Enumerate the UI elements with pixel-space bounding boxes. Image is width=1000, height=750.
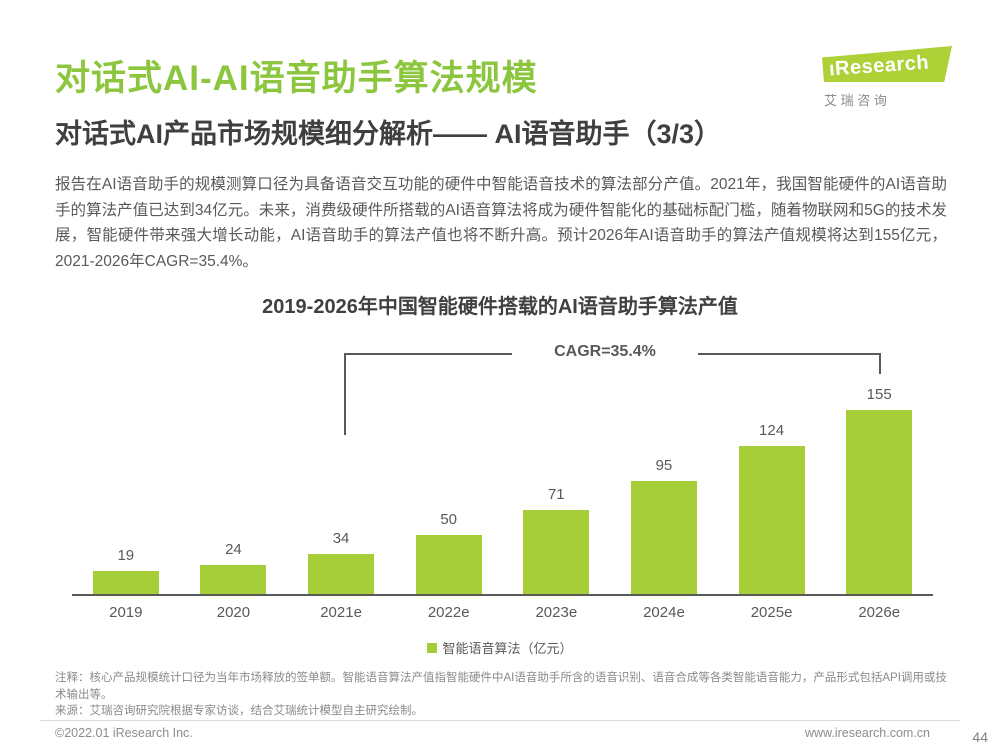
- bar-value-label: 95: [655, 456, 673, 474]
- bar-column: 71: [503, 486, 611, 594]
- bar: [415, 534, 482, 594]
- iresearch-logo: ıResearch 艾 瑞 咨 询: [818, 46, 952, 109]
- bar: [738, 446, 805, 594]
- bar-value-label: 19: [117, 547, 135, 565]
- x-axis-label: 2022e: [427, 604, 470, 621]
- bar-value-label: 50: [440, 510, 458, 528]
- bar: [523, 509, 590, 594]
- bar-value-label: 124: [759, 422, 785, 440]
- body-paragraph: 报告在AI语音助手的规模测算口径为具备语音交互功能的硬件中智能语音技术的算法部分…: [55, 176, 947, 270]
- x-axis-label: 2020: [216, 604, 251, 621]
- cagr-bracket-left-horizontal: [344, 353, 512, 355]
- page-number: 44: [972, 729, 988, 745]
- legend-swatch-icon: [427, 642, 438, 653]
- logo-parallelogram: ıResearch: [822, 46, 952, 82]
- bar-column: 19: [72, 547, 180, 594]
- bar: [308, 553, 375, 594]
- footnote-note: 注释：核心产品规模统计口径为当年市场释放的签单额。智能语音算法产值指智能硬件中A…: [55, 672, 947, 701]
- logo-i-dot-icon: [831, 46, 838, 48]
- legend-label: 智能语音算法（亿元）: [442, 641, 573, 656]
- x-axis-label: 2019: [109, 604, 143, 621]
- page-title: 对话式AI-AI语音助手算法规模: [55, 59, 538, 98]
- bar-column: 50: [395, 510, 503, 594]
- x-axis-label: 2026e: [858, 604, 901, 621]
- page-subtitle: 对话式AI产品市场规模细分解析—— AI语音助手（3/3）: [55, 119, 722, 149]
- bar-column: 155: [825, 386, 933, 594]
- cagr-bracket-right-horizontal: [698, 353, 881, 355]
- bar: [200, 565, 267, 594]
- bar-column: 95: [610, 457, 718, 594]
- cagr-bracket-right-vertical: [879, 353, 881, 374]
- x-axis-label: 2021e: [320, 604, 362, 621]
- logo-wordmark: ıResearch: [828, 52, 929, 82]
- logo-caption: 艾 瑞 咨 询: [824, 93, 887, 108]
- logo-brand-text: Research: [834, 51, 930, 81]
- footer-divider: [40, 720, 960, 721]
- x-axis-label: 2023e: [535, 604, 578, 621]
- chart-title: 2019-2026年中国智能硬件搭载的AI语音助手算法产值: [262, 296, 738, 318]
- chart-legend: 智能语音算法（亿元）: [0, 638, 1000, 657]
- footnote-source: 来源：艾瑞咨询研究院根据专家访谈，结合艾瑞统计模型自主研究绘制。: [55, 705, 423, 717]
- bar-value-label: 34: [332, 529, 350, 547]
- bar: [630, 480, 697, 594]
- x-axis-label: 2024e: [643, 604, 685, 621]
- x-axis-label: 2025e: [750, 604, 793, 621]
- footer-url: www.iresearch.com.cn: [804, 726, 930, 740]
- cagr-bracket-left-vertical: [344, 353, 346, 435]
- footnotes: 注释：核心产品规模统计口径为当年市场释放的签单额。智能语音算法产值指智能硬件中A…: [55, 670, 955, 720]
- bar-chart: 19 24 34 50 71 95 124 155: [72, 370, 933, 596]
- bar: [92, 571, 159, 594]
- footer-copyright: ©2022.01 iResearch Inc.: [55, 726, 193, 740]
- bar-value-label: 24: [225, 541, 242, 559]
- bar-value-label: 71: [547, 485, 565, 503]
- cagr-annotation: CAGR=35.4%: [554, 343, 656, 360]
- bar: [846, 409, 913, 594]
- bar-column: 124: [718, 422, 826, 594]
- bar-column: 34: [287, 530, 395, 594]
- bar-column: 24: [180, 541, 288, 594]
- x-axis-labels: 2019 2020 2021e 2022e 2023e 2024e 2025e 2026e: [72, 604, 933, 621]
- bar-value-label: 155: [866, 385, 892, 403]
